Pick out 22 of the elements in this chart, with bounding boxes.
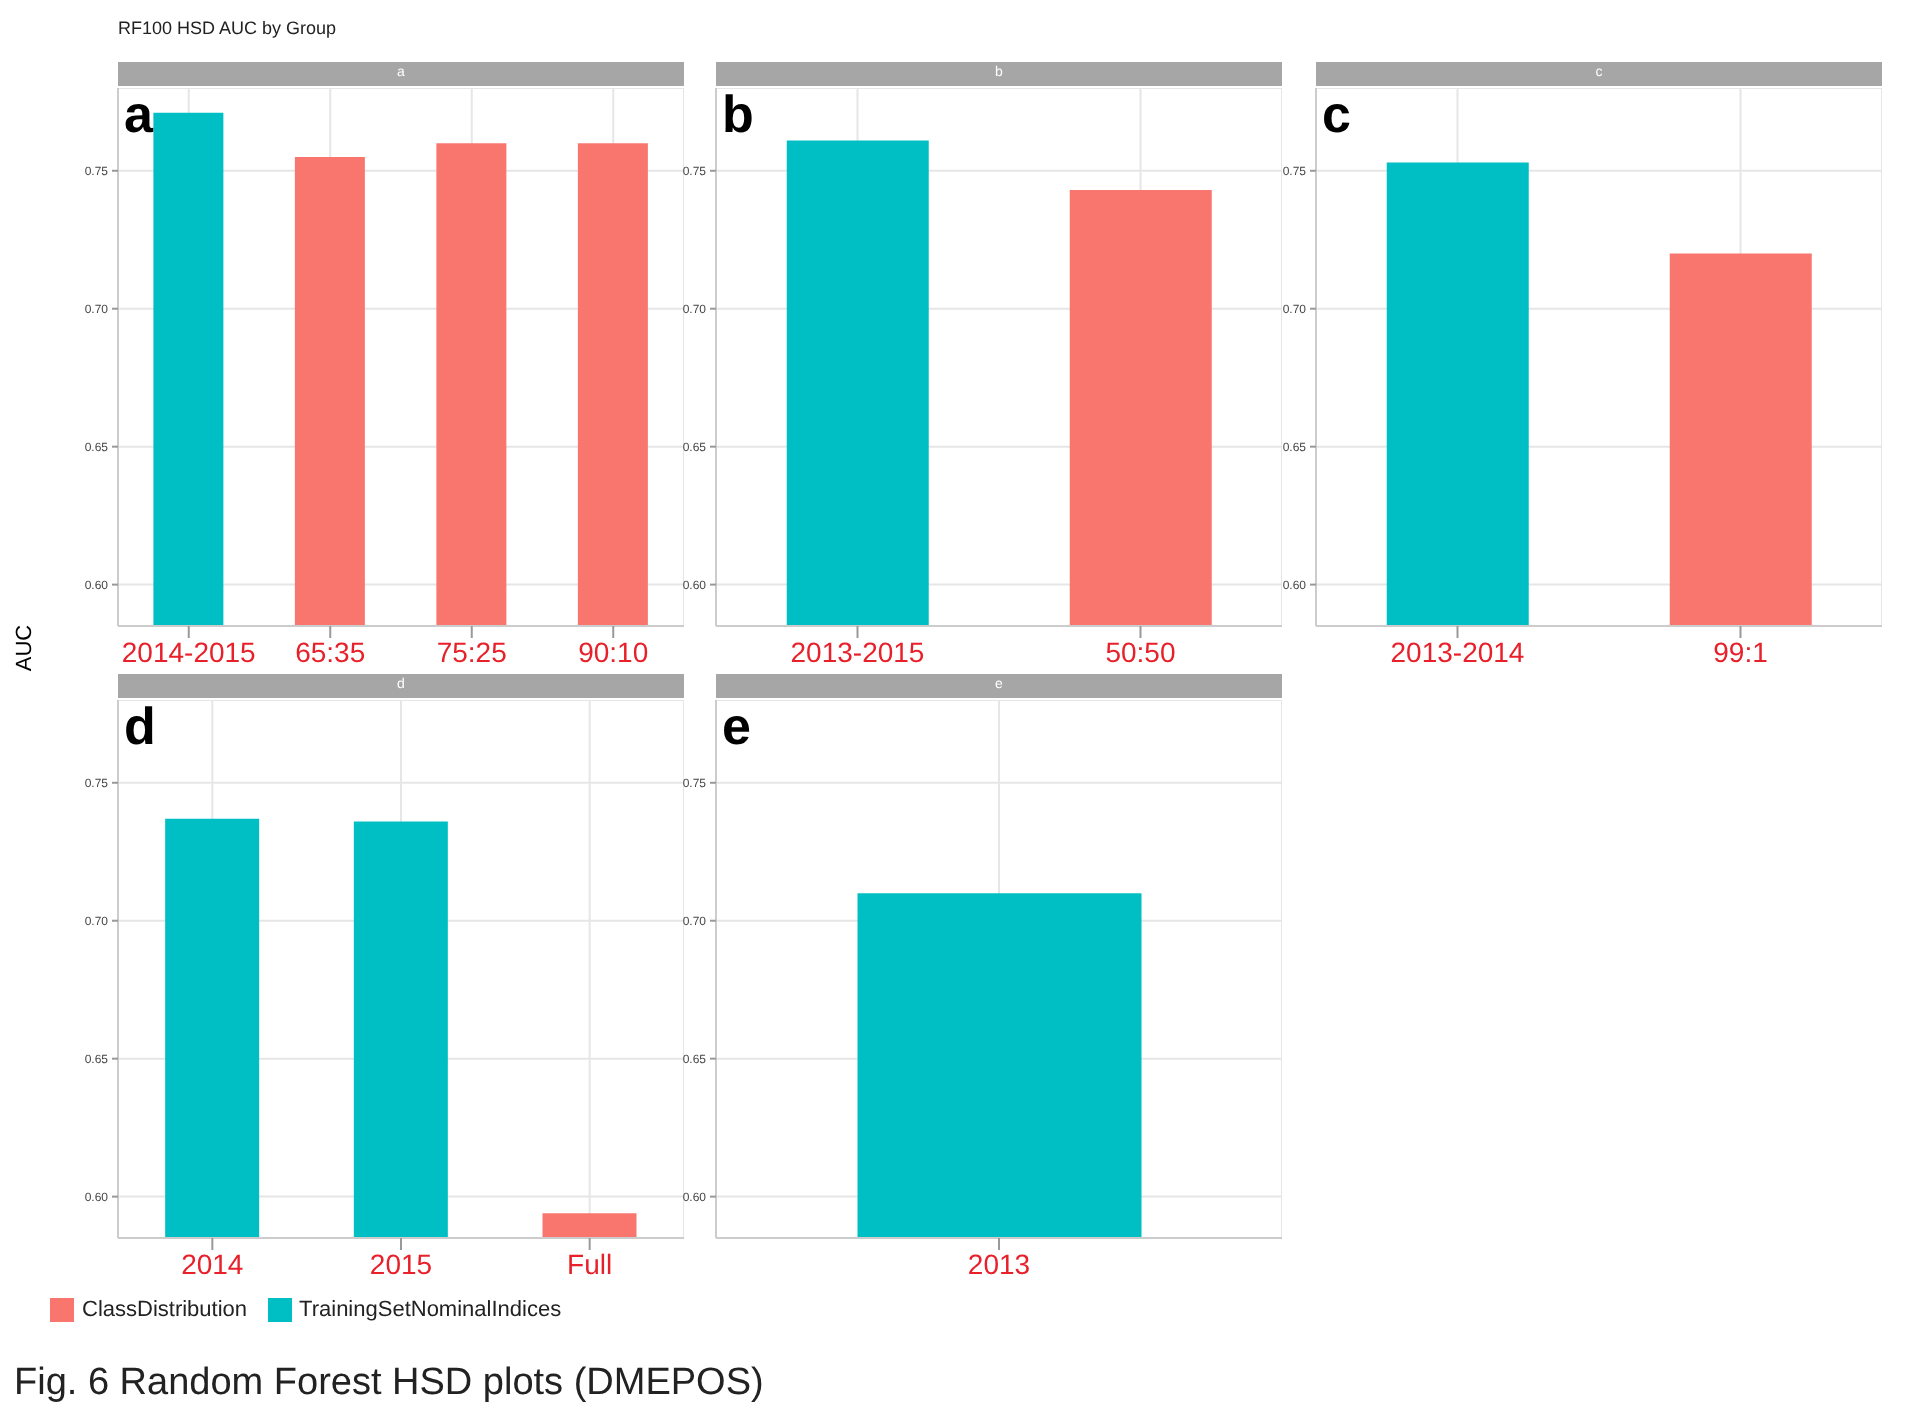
x-tick-label: 2013-2014 xyxy=(1390,635,1525,668)
x-tick-label: 2014 xyxy=(181,1247,244,1280)
annotation: c xyxy=(1322,84,1351,146)
x-tick-label: Full xyxy=(567,1247,613,1280)
y-axis-title: AUC xyxy=(13,624,38,672)
annotation: e xyxy=(722,696,751,758)
legend-label: ClassDistribution xyxy=(82,1298,248,1322)
annotation: d xyxy=(124,696,156,758)
x-tick-label: 90:10 xyxy=(578,635,649,668)
caption: Fig. 6 Random Forest HSD plots (DMEPOS) xyxy=(14,1362,764,1406)
x-tick-label: 2013 xyxy=(967,1247,1031,1280)
x-tick-label: 75:25 xyxy=(436,635,508,668)
x-tick-label: 2014-2015 xyxy=(121,635,257,668)
x-tick-label: 50:50 xyxy=(1105,635,1176,668)
x-tick-label: 65:35 xyxy=(295,635,366,668)
x-tick-label: 2015 xyxy=(369,1247,433,1280)
x-tick-label: 99:1 xyxy=(1713,635,1769,668)
legend-label: TrainingSetNominalIndices xyxy=(299,1298,562,1322)
annotation: b xyxy=(722,84,754,146)
annotation: a xyxy=(124,84,153,146)
chart-title: RF100 HSD AUC by Group xyxy=(118,18,337,38)
x-tick-label: 2013-2015 xyxy=(790,635,925,668)
